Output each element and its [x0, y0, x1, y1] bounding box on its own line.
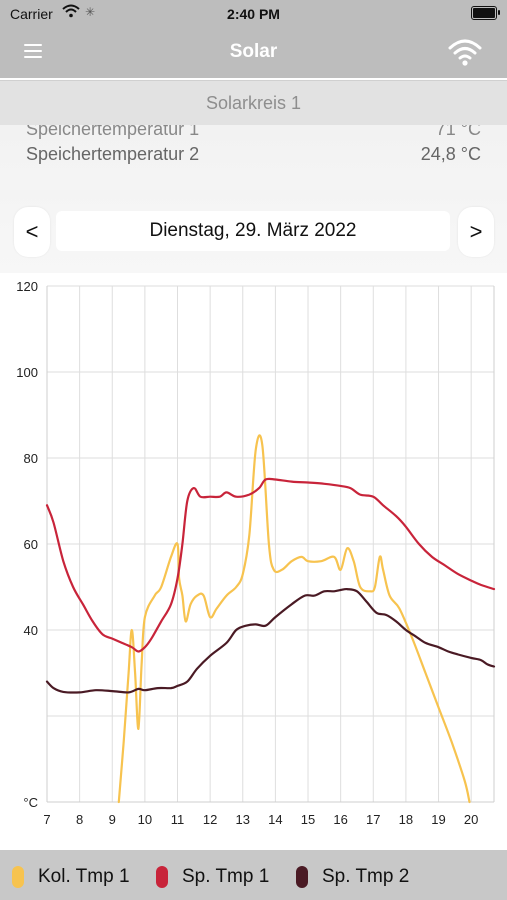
x-tick-label: 10	[138, 812, 152, 827]
value-name: Speichertemperatur 1	[26, 125, 200, 139]
nav-bar: Solar	[0, 28, 507, 78]
status-time: 2:40 PM	[227, 6, 280, 22]
y-tick-label: 40	[24, 623, 38, 638]
value-name: Speichertemperatur 2	[26, 144, 200, 164]
status-bar: Carrier ✳ 2:40 PM	[0, 0, 507, 28]
x-tick-label: 20	[464, 812, 478, 827]
next-day-button[interactable]: >	[458, 207, 494, 257]
legend-swatch	[156, 866, 168, 888]
legend-label: Kol. Tmp 1	[38, 866, 130, 887]
battery-icon	[471, 6, 500, 20]
x-tick-label: 7	[43, 812, 50, 827]
y-tick-label: 60	[24, 537, 38, 552]
y-tick-label: °C	[23, 795, 38, 810]
section-title: Solarkreis 1	[205, 93, 302, 113]
page-title: Solar	[229, 41, 278, 62]
x-tick-label: 17	[366, 812, 380, 827]
x-tick-label: 9	[109, 812, 116, 827]
wifi-status-icon	[62, 4, 80, 21]
wifi-icon[interactable]	[447, 38, 483, 73]
legend-label: Sp. Tmp 1	[182, 866, 270, 887]
x-tick-label: 13	[236, 812, 250, 827]
x-tick-label: 18	[399, 812, 413, 827]
carrier-label: Carrier	[10, 6, 53, 22]
chart-legend: Kol. Tmp 1 Sp. Tmp 1 Sp. Tmp 2	[0, 850, 507, 900]
x-tick-label: 11	[171, 812, 185, 827]
x-tick-label: 16	[333, 812, 347, 827]
y-tick-label: 120	[16, 279, 38, 294]
series-line-sp-tmp-1	[45, 477, 496, 653]
x-tick-label: 12	[203, 812, 217, 827]
x-tick-label: 15	[301, 812, 315, 827]
legend-swatch	[296, 866, 308, 888]
activity-indicator-icon: ✳	[85, 5, 96, 19]
date-navigator: < Dienstag, 29. März 2022 >	[0, 205, 507, 259]
previous-day-button[interactable]: <	[14, 207, 50, 257]
value-reading: 71 °C	[435, 125, 481, 139]
x-tick-label: 19	[431, 812, 445, 827]
y-tick-label: 80	[24, 451, 38, 466]
menu-icon[interactable]	[24, 44, 42, 60]
section-header: Solarkreis 1	[0, 80, 507, 126]
series-line-sp-tmp-2	[45, 587, 496, 694]
x-tick-label: 14	[268, 812, 282, 827]
y-tick-label: 100	[16, 365, 38, 380]
temperature-chart: °C 40 60 80 100 120 7 8 9 10 11 12 13 14 15 16 17 18 19 20	[0, 273, 507, 848]
series-line-kol-tmp-1	[117, 434, 471, 804]
legend-label: Sp. Tmp 2	[322, 866, 410, 887]
legend-swatch	[12, 866, 24, 888]
x-tick-label: 8	[76, 812, 83, 827]
value-reading: 24,8 °C	[420, 144, 481, 164]
values-panel: Speichertemperatur 1 71 °C Speichertempe…	[0, 125, 507, 273]
date-display[interactable]: Dienstag, 29. März 2022	[56, 211, 450, 251]
chart-svg: °C 40 60 80 100 120 7 8 9 10 11 12 13 14 15 16 17 18 19 20	[16, 279, 496, 827]
